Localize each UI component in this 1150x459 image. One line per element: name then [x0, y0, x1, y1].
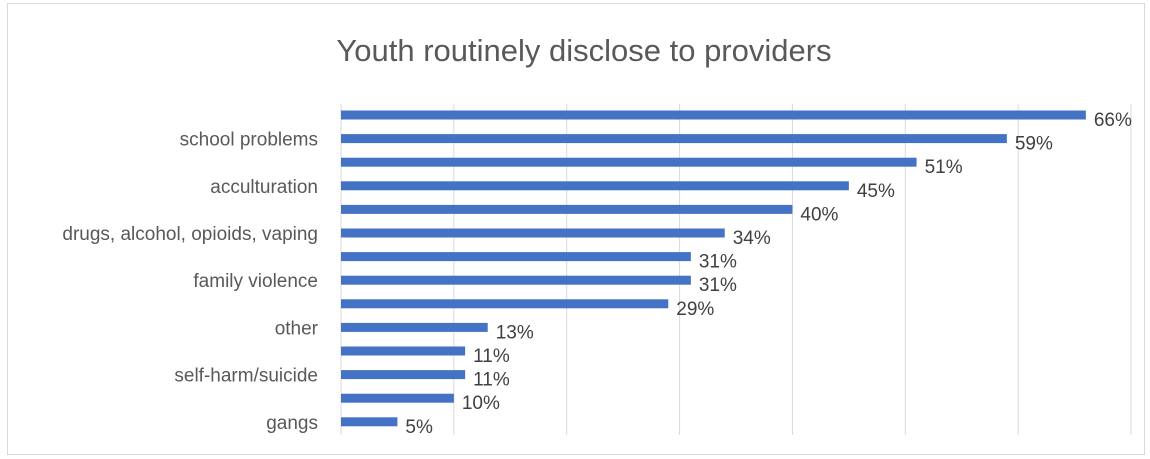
- data-label: 45%: [857, 181, 895, 202]
- data-label: 13%: [496, 322, 534, 343]
- bar: [341, 228, 725, 238]
- data-label: 66%: [1094, 110, 1132, 131]
- data-label: 29%: [676, 299, 714, 320]
- bar: [341, 275, 691, 285]
- bar: [341, 157, 917, 167]
- category-label: gangs: [266, 413, 318, 434]
- data-label: 11%: [473, 370, 510, 391]
- data-labels: 66%59%51%45%40%34%31%31%29%13%11%11%10%5…: [405, 110, 1132, 438]
- bar: [341, 181, 849, 191]
- data-label: 34%: [733, 228, 771, 249]
- bar: [341, 204, 793, 214]
- bar: [341, 299, 669, 309]
- data-label: 40%: [800, 204, 838, 225]
- chart-title: Youth routinely disclose to providers: [336, 33, 831, 68]
- bar: [341, 110, 1086, 120]
- data-label: 31%: [699, 252, 737, 273]
- bars: [341, 110, 1086, 427]
- data-label: 10%: [462, 393, 500, 414]
- category-labels: school problems acculturation drugs, alcoh…: [62, 130, 318, 434]
- category-label: family violence: [193, 271, 318, 292]
- bar: [341, 393, 454, 403]
- category-label: drugs, alcohol, opioids, vaping: [62, 224, 318, 245]
- bar: [341, 417, 398, 427]
- bar: [341, 322, 488, 332]
- bar: [341, 134, 1007, 144]
- category-label: school problems: [180, 130, 318, 151]
- data-label: 5%: [405, 417, 433, 438]
- category-label: other: [275, 318, 319, 339]
- bar: [341, 346, 466, 356]
- data-label: 11%: [473, 346, 510, 367]
- bar: [341, 252, 691, 262]
- category-label: self-harm/suicide: [174, 366, 318, 387]
- data-label: 59%: [1015, 134, 1053, 155]
- bar: [341, 370, 466, 380]
- category-label: acculturation: [210, 177, 318, 198]
- data-label: 51%: [925, 157, 963, 178]
- data-label: 31%: [699, 275, 737, 296]
